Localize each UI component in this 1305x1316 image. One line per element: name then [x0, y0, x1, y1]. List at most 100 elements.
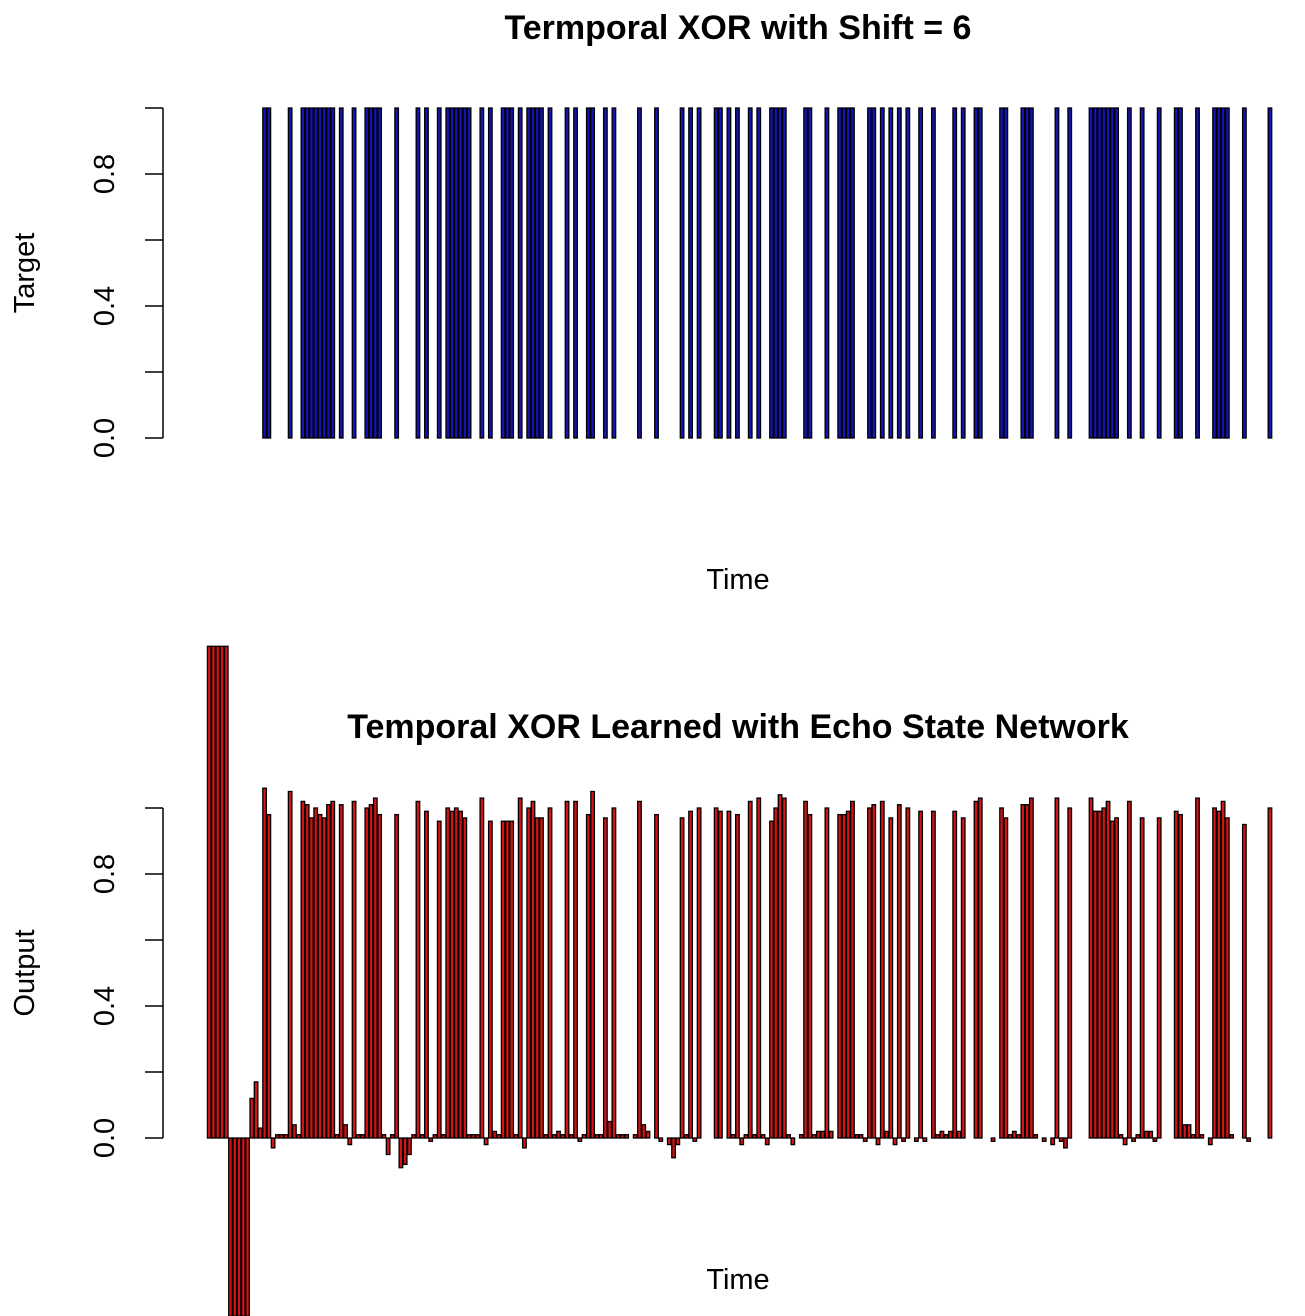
bar: [547, 107, 553, 439]
bar: [999, 807, 1004, 1139]
bar: [504, 820, 510, 1139]
bar: [513, 1134, 519, 1139]
bar: [671, 1137, 676, 1159]
bar: [585, 107, 591, 439]
bar: [543, 1134, 549, 1139]
bar: [436, 820, 442, 1139]
bar: [875, 1137, 881, 1146]
bar: [534, 817, 540, 1139]
bar: [564, 107, 570, 439]
bar: [1118, 1134, 1124, 1139]
bar: [377, 107, 383, 439]
bar: [496, 1134, 502, 1139]
bar: [253, 1081, 259, 1139]
bar: [777, 107, 783, 439]
bar: [1148, 1130, 1154, 1139]
bar: [321, 107, 327, 439]
bar: [811, 1134, 817, 1139]
bar: [1173, 810, 1179, 1139]
bar: [828, 1130, 834, 1139]
bar: [918, 107, 924, 439]
bar: [637, 800, 642, 1139]
bar: [1267, 807, 1273, 1139]
bar: [871, 804, 877, 1139]
bar: [1178, 813, 1183, 1139]
bar: [1092, 810, 1098, 1139]
bar: [1041, 1137, 1047, 1142]
bar: [960, 817, 966, 1139]
bar: [381, 1134, 387, 1139]
bar: [747, 107, 753, 439]
bar: [313, 807, 319, 1139]
bar: [888, 817, 894, 1139]
bar: [1007, 1134, 1013, 1139]
bar: [257, 1127, 263, 1139]
bar: [509, 820, 515, 1139]
bar: [1114, 107, 1120, 439]
bar: [1224, 817, 1230, 1139]
bar: [743, 1134, 749, 1139]
bar: [602, 107, 608, 439]
bar: [1126, 800, 1132, 1139]
chart-title: Termporal XOR with Shift = 6: [505, 9, 972, 47]
bar: [215, 645, 221, 1139]
bar: [1182, 1124, 1188, 1139]
bar: [1003, 817, 1009, 1139]
bar: [330, 107, 336, 439]
chart-title: Temporal XOR Learned with Echo State Net…: [347, 708, 1129, 746]
bar: [1054, 107, 1060, 439]
bar: [300, 800, 306, 1139]
bar: [1122, 1137, 1128, 1146]
bar: [1024, 804, 1030, 1139]
bar: [624, 1134, 630, 1139]
bar: [287, 790, 293, 1139]
bar: [368, 107, 374, 439]
bar: [355, 1134, 361, 1139]
bar: [896, 107, 902, 439]
bar: [679, 817, 685, 1139]
bar: [930, 810, 936, 1139]
y-tick-label: 0.4: [89, 986, 121, 1026]
bar: [479, 797, 485, 1139]
bar: [1139, 817, 1145, 1139]
bar: [862, 1137, 868, 1142]
bar: [462, 817, 468, 1139]
bar: [573, 107, 578, 439]
bar: [679, 107, 685, 439]
y-tick-label: 0.0: [89, 1118, 121, 1158]
bar: [977, 107, 983, 439]
bar: [683, 1134, 689, 1139]
bar: [892, 1137, 898, 1146]
bar: [1212, 807, 1217, 1139]
bar: [1109, 820, 1115, 1139]
bar: [1050, 1137, 1056, 1146]
bar: [1024, 107, 1030, 439]
bar: [918, 810, 924, 1139]
bar: [526, 807, 532, 1139]
bar: [1101, 107, 1107, 439]
bar: [219, 645, 225, 1139]
bar: [441, 1134, 446, 1139]
bar: [1135, 1134, 1141, 1139]
bar: [943, 1134, 949, 1139]
bar: [824, 807, 830, 1139]
bar: [952, 107, 958, 439]
bar: [504, 107, 510, 439]
bar: [1143, 1130, 1149, 1139]
bar: [1028, 107, 1034, 439]
bar: [1101, 807, 1107, 1139]
bar: [905, 807, 911, 1139]
bar: [551, 1134, 557, 1139]
bar: [871, 107, 877, 439]
bar: [411, 1134, 417, 1139]
bar: [845, 810, 851, 1139]
y-axis-label: Output: [9, 929, 41, 1016]
bar: [1058, 1137, 1064, 1142]
bar: [364, 107, 370, 439]
bar: [841, 813, 847, 1139]
bar: [372, 797, 378, 1139]
bar: [402, 1137, 408, 1166]
bar: [939, 1130, 945, 1139]
bar: [364, 807, 370, 1139]
bar: [266, 813, 272, 1139]
